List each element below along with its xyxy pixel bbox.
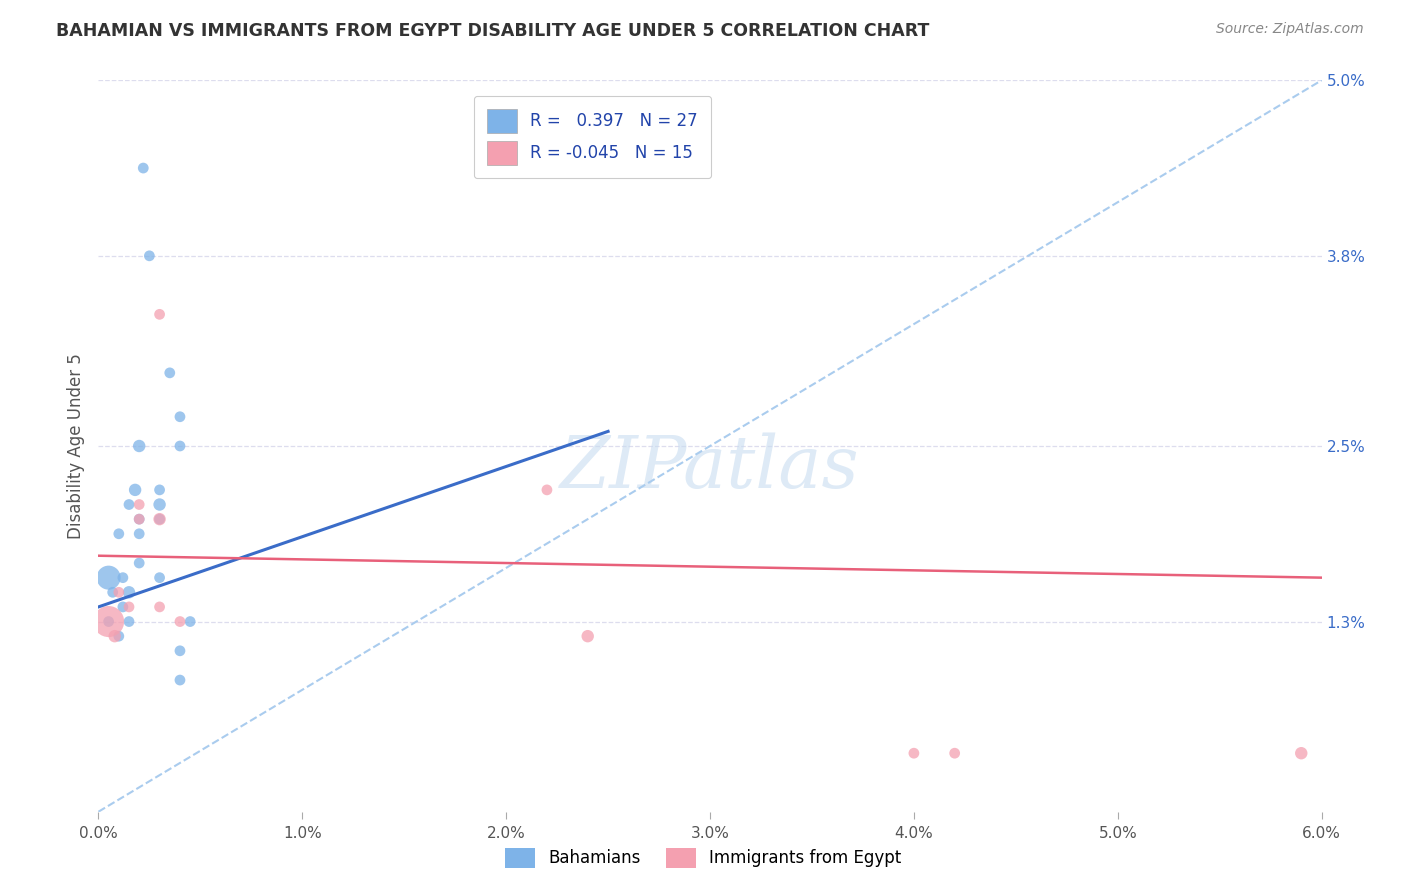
Point [124,483,146,497]
Point [111,571,134,585]
Point [128,439,150,453]
Point [111,599,134,614]
Legend: Bahamians, Immigrants from Egypt: Bahamians, Immigrants from Egypt [498,841,908,875]
Point [97,571,120,585]
Point [104,629,127,643]
Point [159,366,181,380]
Point [108,526,131,541]
Point [149,512,172,526]
Point [943,746,966,760]
Point [97,615,120,629]
Point [536,483,558,497]
Point [169,439,191,453]
Point [1289,746,1312,760]
Point [108,629,131,643]
Point [118,615,141,629]
Point [128,512,150,526]
Point [118,599,141,614]
Point [118,498,141,512]
Point [128,526,150,541]
Point [169,409,191,424]
Legend: R =   0.397   N = 27, R = -0.045   N = 15: R = 0.397 N = 27, R = -0.045 N = 15 [474,96,711,178]
Point [149,307,172,321]
Point [128,512,150,526]
Point [149,571,172,585]
Point [118,585,141,599]
Point [149,599,172,614]
Point [576,629,599,643]
Point [903,746,925,760]
Point [101,585,124,599]
Point [169,644,191,658]
Point [128,556,150,570]
Point [169,615,191,629]
Point [149,483,172,497]
Point [108,585,131,599]
Text: Source: ZipAtlas.com: Source: ZipAtlas.com [1216,22,1364,37]
Point [128,498,150,512]
Point [138,249,160,263]
Point [179,615,201,629]
Text: BAHAMIAN VS IMMIGRANTS FROM EGYPT DISABILITY AGE UNDER 5 CORRELATION CHART: BAHAMIAN VS IMMIGRANTS FROM EGYPT DISABI… [56,22,929,40]
Point [169,673,191,687]
Text: ZIPatlas: ZIPatlas [560,433,860,503]
Point [149,498,172,512]
Point [97,615,120,629]
Point [149,512,172,526]
Point [132,161,155,175]
Y-axis label: Disability Age Under 5: Disability Age Under 5 [66,353,84,539]
